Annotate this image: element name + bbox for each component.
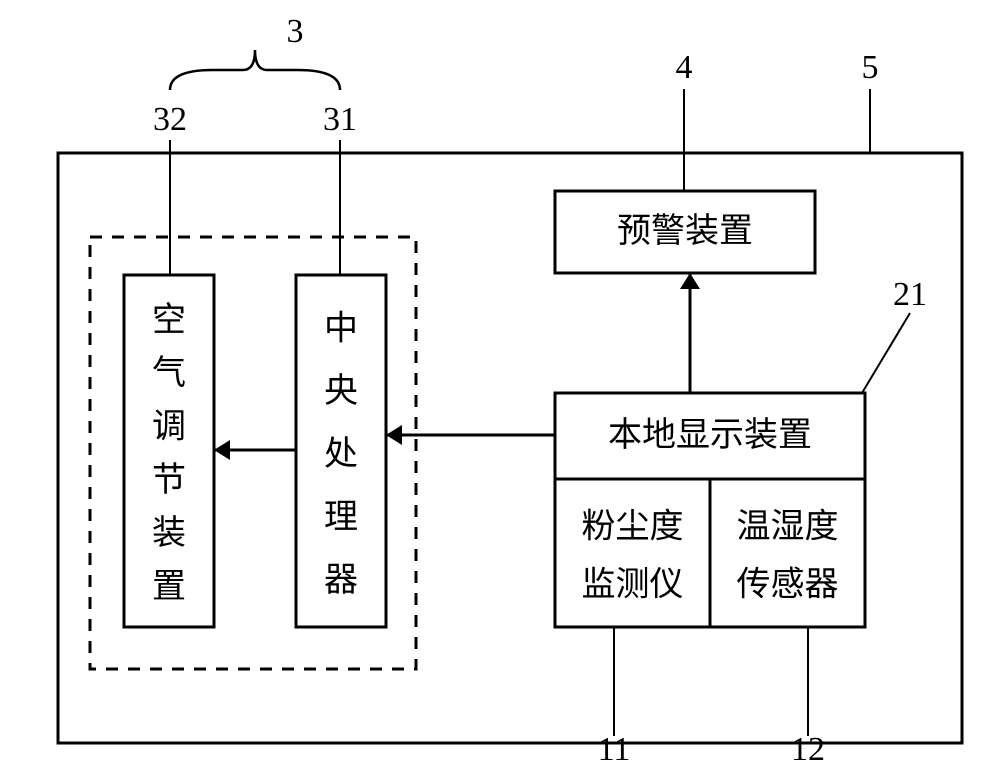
- svg-text:本地显示装置: 本地显示装置: [608, 416, 812, 454]
- svg-text:央: 央: [324, 372, 358, 410]
- svg-text:31: 31: [323, 101, 357, 138]
- svg-text:4: 4: [676, 49, 693, 86]
- svg-text:器: 器: [324, 562, 358, 599]
- svg-text:温湿度: 温湿度: [737, 508, 839, 546]
- svg-text:理: 理: [324, 499, 358, 536]
- svg-text:置: 置: [152, 568, 186, 605]
- temp-humidity-sensor-box: [710, 479, 865, 627]
- dust-monitor-box: [555, 479, 710, 627]
- svg-text:空: 空: [152, 301, 186, 339]
- brace-3: [170, 50, 340, 90]
- svg-text:气: 气: [152, 354, 186, 392]
- svg-text:监测仪: 监测仪: [582, 566, 684, 603]
- svg-text:21: 21: [893, 276, 927, 313]
- group-3-box: [90, 237, 416, 669]
- svg-text:11: 11: [598, 731, 631, 768]
- svg-text:12: 12: [791, 731, 825, 768]
- svg-text:中: 中: [324, 309, 358, 347]
- svg-text:处: 处: [324, 436, 358, 473]
- svg-text:节: 节: [152, 462, 186, 499]
- svg-text:粉尘度: 粉尘度: [582, 508, 684, 546]
- svg-text:调: 调: [152, 408, 186, 445]
- svg-text:预警装置: 预警装置: [617, 212, 753, 250]
- svg-text:装: 装: [152, 514, 186, 552]
- svg-text:传感器: 传感器: [737, 565, 839, 603]
- svg-text:5: 5: [862, 49, 879, 86]
- diagram-canvas: 5 3 32 31 空气调节装置 中央处理器 预警装置 4 本地显示装置 21 粉尘度监测仪 11 温湿…: [0, 0, 1000, 781]
- svg-text:3: 3: [287, 13, 304, 50]
- room-box: [58, 153, 962, 743]
- svg-text:32: 32: [153, 101, 187, 138]
